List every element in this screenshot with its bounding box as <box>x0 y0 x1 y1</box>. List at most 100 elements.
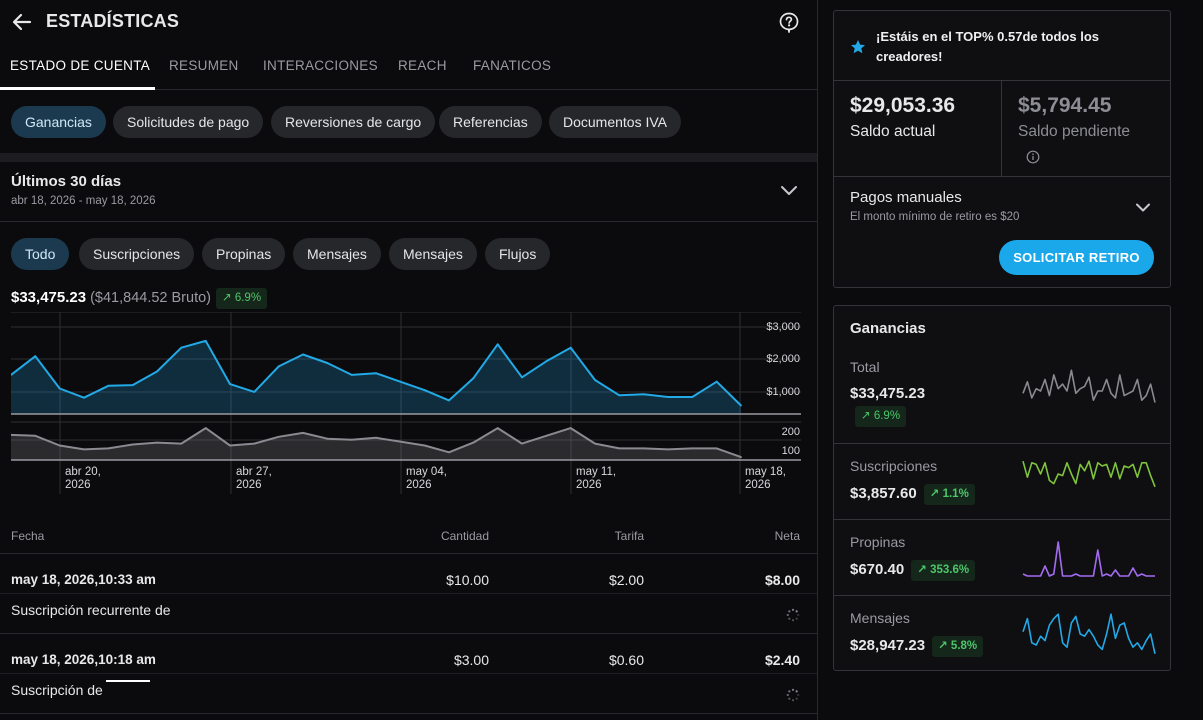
earnings-series-point <box>715 380 718 383</box>
earnings-label: Total <box>850 359 880 375</box>
col-neta: Neta <box>774 529 800 543</box>
tab-resumen[interactable]: RESUMEN <box>169 58 239 73</box>
tab-bar: ESTADO DE CUENTA RESUMEN INTERACCIONES R… <box>0 44 817 90</box>
chip-ganancias[interactable]: Ganancias <box>11 106 106 138</box>
earnings-series-point <box>229 383 231 385</box>
trend-up-icon: ↗ <box>929 488 940 500</box>
page-title: ESTADÍSTICAS <box>46 11 180 31</box>
tab-estado-de-cuenta[interactable]: ESTADO DE CUENTA <box>10 58 151 73</box>
count-series-point <box>156 441 158 444</box>
count-series-point <box>131 443 134 446</box>
chevron-down-icon[interactable] <box>779 183 799 199</box>
chip-solicitudes-de-pago[interactable]: Solicitudes de pago <box>113 106 264 138</box>
count-series-point <box>204 427 207 429</box>
active-tab-indicator <box>0 87 155 90</box>
earnings-chart: $3,000 $2,000 $1,000 200 100 abr 20, 2026 abr 2… <box>11 312 801 497</box>
tab-interacciones[interactable]: INTERACCIONES <box>263 58 378 73</box>
sparkline-path <box>1022 460 1156 488</box>
period-selector[interactable]: Últimos 30 días abr 18, 2026 - may 18, 2… <box>0 162 817 222</box>
spinner-dot <box>786 693 789 697</box>
col-fecha: Fecha <box>11 529 45 543</box>
earnings-row-propinas[interactable]: Propinas $670.40 ↗ 353.6% <box>834 520 1170 596</box>
gross-total: ($41,844.52 Bruto) <box>90 290 211 306</box>
sparkline-path <box>1022 613 1156 654</box>
request-withdrawal-button[interactable]: SOLICITAR RETIRO <box>999 240 1154 275</box>
change-value: 5.8% <box>950 640 978 652</box>
account-card: ¡Estáis en el TOP% 0.57de todos los crea… <box>833 10 1171 288</box>
current-balance-label: Saldo actual <box>850 123 936 140</box>
spinner-dot <box>791 608 795 611</box>
statement-panel: ESTADÍSTICAS ESTADO DE CUENTA RESUMEN IN… <box>0 10 817 714</box>
sparkline-path <box>1022 369 1156 403</box>
table-row[interactable]: may 18, 2026,10:33 am $10.00 $2.00 $8.00 <box>0 554 817 594</box>
info-icon[interactable] <box>1026 150 1040 164</box>
count-series-point <box>375 436 377 439</box>
badge-text: ¡Estáis en el TOP% 0.57de todos los crea… <box>876 29 1099 64</box>
spinner-dot <box>795 610 798 613</box>
period-title: Últimos 30 días <box>11 173 122 190</box>
row-amount: $10.00 <box>446 572 489 588</box>
count-series-area <box>11 428 741 460</box>
section-separator <box>0 153 817 162</box>
count-series-point <box>229 444 231 447</box>
filter-suscripciones[interactable]: Suscripciones <box>79 238 195 270</box>
tab-reach[interactable]: REACH <box>398 58 447 73</box>
sparkline-suscripciones <box>1022 460 1156 488</box>
earnings-series-point <box>472 377 475 380</box>
chip-reversiones-de-cargo[interactable]: Reversiones de cargo <box>271 106 436 138</box>
spinner-dot <box>795 690 798 693</box>
earnings-row-total[interactable]: Total $33,475.23 ↗ 6.9% <box>834 350 1170 444</box>
earnings-total: $33,475.23 ($41,844.52 Bruto) ↗ 6.9% <box>11 288 268 309</box>
row-description: Suscripción de <box>11 682 103 698</box>
trend-up-icon: ↗ <box>861 410 871 422</box>
earnings-series-point <box>11 374 12 376</box>
col-tarifa: Tarifa <box>614 529 644 543</box>
earnings-series-point <box>375 372 377 375</box>
earnings-series-point <box>448 399 450 402</box>
manual-payments-title[interactable]: Pagos manuales <box>850 189 962 206</box>
loading-spinner-icon <box>786 608 800 622</box>
redaction-mark <box>106 680 150 682</box>
earnings-value: $670.40 ↗ 353.6% <box>850 560 976 581</box>
earnings-series-point <box>204 340 207 342</box>
earnings-series-point <box>34 355 37 358</box>
tab-fanaticos[interactable]: FANATICOS <box>473 58 552 73</box>
earnings-label: Suscripciones <box>850 458 938 474</box>
earnings-series-point <box>496 343 499 346</box>
back-arrow-icon[interactable] <box>10 10 34 34</box>
earnings-label: Propinas <box>850 534 906 550</box>
count-series-point <box>618 447 621 450</box>
filter-mensajes[interactable]: Mensajes <box>293 238 381 270</box>
spinner-dot <box>788 690 791 693</box>
x-tick-label: may 04, <box>406 466 447 478</box>
count-series-point <box>642 447 645 450</box>
filter-flujos[interactable]: Flujos <box>485 238 551 270</box>
chevron-down-icon[interactable] <box>1134 201 1152 215</box>
x-tick-label: abr 20, <box>65 466 101 478</box>
sparkline-propinas <box>1022 541 1155 577</box>
earnings-value: $3,857.60 ↗ 1.1% <box>850 484 975 505</box>
earnings-row-mensajes[interactable]: Mensajes $28,947.23 ↗ 5.8% <box>834 596 1170 670</box>
change-value: 6.9% <box>873 410 901 422</box>
spinner-dot <box>791 619 795 622</box>
chip-documentos-iva[interactable]: Documentos IVA <box>549 106 682 138</box>
spinner-dot <box>791 688 795 691</box>
earnings-change: ↗ 6.9% <box>850 406 907 427</box>
net-total: $33,475.23 <box>11 289 87 306</box>
table-row[interactable]: may 18, 2026,10:18 am $3.00 $0.60 $2.40 <box>0 634 817 674</box>
filter-mensajes-2[interactable]: Mensajes <box>389 238 477 270</box>
filter-propinas[interactable]: Propinas <box>202 238 286 270</box>
earnings-series-point <box>83 396 85 399</box>
table-row-detail: Suscripción de <box>0 674 817 714</box>
earnings-row-suscripciones[interactable]: Suscripciones $3,857.60 ↗ 1.1% <box>834 444 1170 520</box>
spinner-dot <box>788 697 791 700</box>
earnings-series-point <box>618 394 621 397</box>
earnings-summary-title: Ganancias <box>850 320 926 337</box>
chip-referencias[interactable]: Referencias <box>439 106 542 138</box>
filter-todo[interactable]: Todo <box>11 238 70 270</box>
sparkline-mensajes <box>1022 613 1156 654</box>
count-series-point <box>253 442 256 445</box>
help-icon[interactable] <box>778 11 800 33</box>
sparkline-total <box>1022 369 1156 403</box>
